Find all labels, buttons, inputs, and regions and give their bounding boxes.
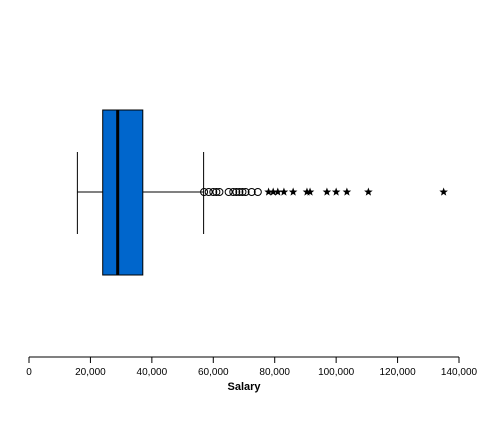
extreme-point <box>322 187 332 196</box>
outlier-point <box>224 188 233 196</box>
extreme-point <box>364 187 373 196</box>
plot-area <box>76 109 448 276</box>
extreme-point <box>331 187 341 196</box>
outlier-point <box>212 188 221 196</box>
outlier-point <box>229 188 238 196</box>
outlier-point <box>247 188 256 196</box>
extreme-point <box>279 187 289 196</box>
extreme-point <box>439 187 448 196</box>
extreme-point <box>288 187 298 196</box>
x-tick-label: 80,000 <box>259 367 290 378</box>
extreme-point <box>273 187 283 196</box>
outlier-point <box>232 188 241 196</box>
x-tick-label: 120,000 <box>379 367 416 378</box>
interquartile-box <box>102 109 144 276</box>
extreme-point <box>268 187 278 196</box>
outlier-point <box>253 188 262 196</box>
outlier-point <box>238 188 247 196</box>
outlier-point <box>215 188 224 196</box>
extreme-point <box>342 187 352 196</box>
x-axis: 0 20,000 40,000 60,000 80,000 100,000 120,000 1… <box>26 356 478 378</box>
outlier-point <box>204 188 213 196</box>
outlier-point <box>235 188 244 196</box>
x-tick-label: 100,000 <box>318 367 355 378</box>
x-tick-label: 40,000 <box>137 367 168 378</box>
outlier-point <box>200 188 209 196</box>
extreme-point <box>264 187 273 196</box>
x-axis-title: Salary <box>227 381 261 393</box>
x-tick-label: 140,000 <box>441 367 478 378</box>
outlier-point <box>241 188 250 196</box>
extreme-point <box>305 187 315 196</box>
x-tick-label: 20,000 <box>75 367 106 378</box>
x-tick-label: 60,000 <box>198 367 229 378</box>
x-tick-label: 0 <box>26 367 32 378</box>
outlier-point <box>209 188 218 196</box>
